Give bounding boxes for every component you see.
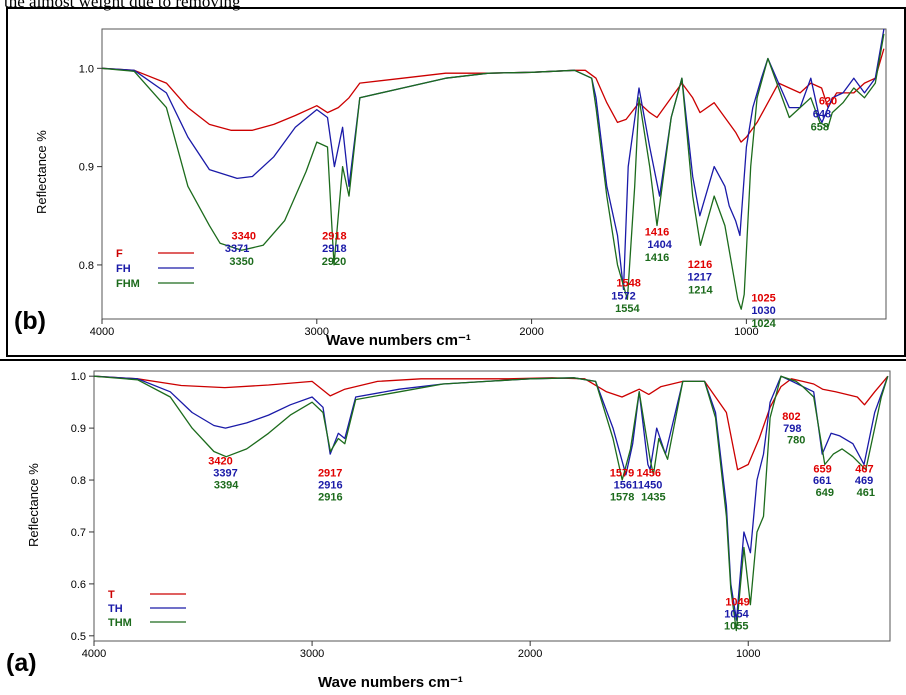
peak-label: 2916 — [318, 479, 342, 491]
series-line-thm — [93, 375, 889, 632]
series-line-t — [93, 375, 889, 471]
peak-label: 1579 — [610, 467, 634, 479]
peak-label: 3371 — [225, 243, 249, 255]
peak-label: 802 — [782, 411, 800, 423]
peak-label: 658 — [811, 121, 829, 133]
peak-label: 1561 — [614, 479, 638, 491]
y-tick-label: 0.9 — [79, 162, 94, 174]
peak-label: 649 — [816, 487, 834, 499]
peak-label: 1054 — [724, 609, 749, 621]
y-tick-label: 0.7 — [71, 527, 86, 539]
peak-label: 1404 — [647, 239, 672, 251]
legend-label: FHM — [116, 278, 140, 290]
peak-label: 659 — [813, 463, 831, 475]
peak-label: 1416 — [645, 226, 669, 238]
y-tick-label: 1.0 — [79, 63, 94, 75]
peak-label: 661 — [813, 475, 831, 487]
chart-panel-b: 4000 3000 2000 1000 0.8 0.9 1.0 F FH FHM 3340 3371 3… — [6, 7, 906, 357]
x-tick-label: 1000 — [736, 648, 760, 660]
peak-label: 1217 — [688, 272, 712, 284]
peak-label: 1548 — [616, 278, 640, 290]
peak-label: 1572 — [611, 290, 635, 302]
header-text: the almost weight due to removing — [4, 0, 241, 11]
legend-label: FH — [116, 263, 131, 275]
y-tick-label: 0.5 — [71, 631, 86, 643]
y-tick-label: 0.9 — [71, 423, 86, 435]
x-tick-label: 2000 — [519, 326, 543, 338]
peak-label: 798 — [783, 423, 801, 435]
peak-label: 1216 — [688, 259, 712, 271]
x-tick-label: 3000 — [305, 326, 329, 338]
peak-label: 3394 — [214, 479, 239, 491]
plot-frame — [93, 370, 891, 642]
series-line-th — [93, 375, 889, 621]
chart-a-xlabel: Wave numbers cm⁻¹ — [318, 674, 463, 691]
plot-frame — [101, 28, 887, 320]
y-tick-label: 1.0 — [71, 371, 86, 383]
x-tick-label: 3000 — [300, 648, 324, 660]
peak-label: 3420 — [208, 455, 232, 467]
legend-label: T — [108, 589, 115, 601]
y-tick-label: 0.8 — [71, 475, 86, 487]
x-tick-label: 4000 — [90, 326, 114, 338]
x-tick-label: 1000 — [734, 326, 758, 338]
chart-panel-a: 4000 3000 2000 1000 0.5 0.6 0.7 0.8 0.9 1.0 T TH THM… — [0, 359, 906, 693]
peak-label: 461 — [857, 487, 875, 499]
peak-label: 3350 — [229, 256, 253, 268]
chart-a-panel-label: (a) — [6, 649, 37, 677]
peak-label: 1456 — [637, 467, 661, 479]
chart-a-ylabel: Reflectance % — [26, 463, 41, 547]
peak-label: 1214 — [688, 284, 713, 296]
series-line-fhm — [101, 33, 885, 310]
legend-label: TH — [108, 603, 123, 615]
chart-b-ylabel: Reflectance % — [34, 130, 49, 214]
legend-label: F — [116, 248, 123, 260]
legend-label: THM — [108, 617, 132, 629]
y-tick-label: 0.6 — [71, 579, 86, 591]
chart-b-xlabel: Wave numbers cm⁻¹ — [326, 332, 471, 349]
peak-label: 1025 — [751, 292, 775, 304]
peak-label: 2918 — [322, 243, 346, 255]
peak-label: 1578 — [610, 491, 634, 503]
peak-label: 2917 — [318, 467, 342, 479]
peak-label: 3340 — [232, 230, 256, 242]
peak-label: 1055 — [724, 621, 748, 633]
peak-label: 620 — [819, 96, 837, 108]
peak-label: 2916 — [318, 491, 342, 503]
chart-b-svg: 4000 3000 2000 1000 0.8 0.9 1.0 F FH FHM 334033713… — [79, 28, 887, 338]
peak-label: 1450 — [638, 479, 662, 491]
peak-label: 1049 — [725, 597, 749, 609]
peak-label: 780 — [787, 435, 805, 447]
chart-a-svg: 4000 3000 2000 1000 0.5 0.6 0.7 0.8 0.9 1.0 T TH THM… — [71, 370, 891, 660]
peak-label: 1435 — [641, 491, 665, 503]
series-line-fh — [101, 28, 885, 291]
chart-b-panel-label: (b) — [14, 307, 46, 335]
x-tick-label: 2000 — [518, 648, 542, 660]
peak-label: 469 — [855, 475, 873, 487]
peak-label: 1554 — [615, 303, 640, 315]
peak-label: 2920 — [322, 256, 346, 268]
peak-label: 1030 — [751, 305, 775, 317]
peak-label: 648 — [813, 108, 831, 120]
peak-label: 2918 — [322, 230, 346, 242]
peak-label: 1416 — [645, 252, 669, 264]
peak-label: 1024 — [751, 318, 776, 330]
peak-label: 3397 — [213, 467, 237, 479]
peak-label: 467 — [855, 463, 873, 475]
x-tick-label: 4000 — [82, 648, 106, 660]
y-tick-label: 0.8 — [79, 260, 94, 272]
